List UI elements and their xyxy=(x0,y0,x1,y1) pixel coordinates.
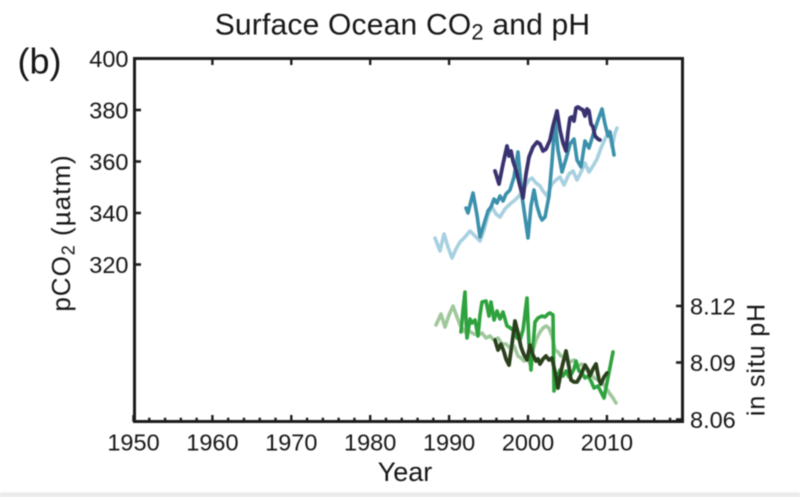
svg-text:1980: 1980 xyxy=(344,430,396,456)
svg-text:360: 360 xyxy=(89,149,128,175)
svg-text:340: 340 xyxy=(89,200,128,226)
svg-text:8.09: 8.09 xyxy=(690,350,736,376)
svg-text:8.06: 8.06 xyxy=(690,407,736,433)
svg-text:1970: 1970 xyxy=(265,430,317,456)
svg-text:in situ pH: in situ pH xyxy=(743,303,771,416)
svg-text:2010: 2010 xyxy=(581,430,633,456)
svg-text:(b): (b) xyxy=(18,41,62,82)
svg-text:380: 380 xyxy=(89,97,128,123)
svg-text:1950: 1950 xyxy=(107,430,159,456)
svg-text:320: 320 xyxy=(89,252,128,278)
svg-text:400: 400 xyxy=(89,46,128,72)
svg-text:Surface Ocean CO2 and pH: Surface Ocean CO2 and pH xyxy=(215,9,591,45)
svg-text:1960: 1960 xyxy=(186,430,238,456)
svg-text:Year: Year xyxy=(378,457,433,487)
svg-text:1990: 1990 xyxy=(423,430,475,456)
svg-text:2000: 2000 xyxy=(502,430,554,456)
svg-text:8.12: 8.12 xyxy=(690,293,736,319)
svg-text:pCO2 (µatm): pCO2 (µatm) xyxy=(46,154,79,311)
